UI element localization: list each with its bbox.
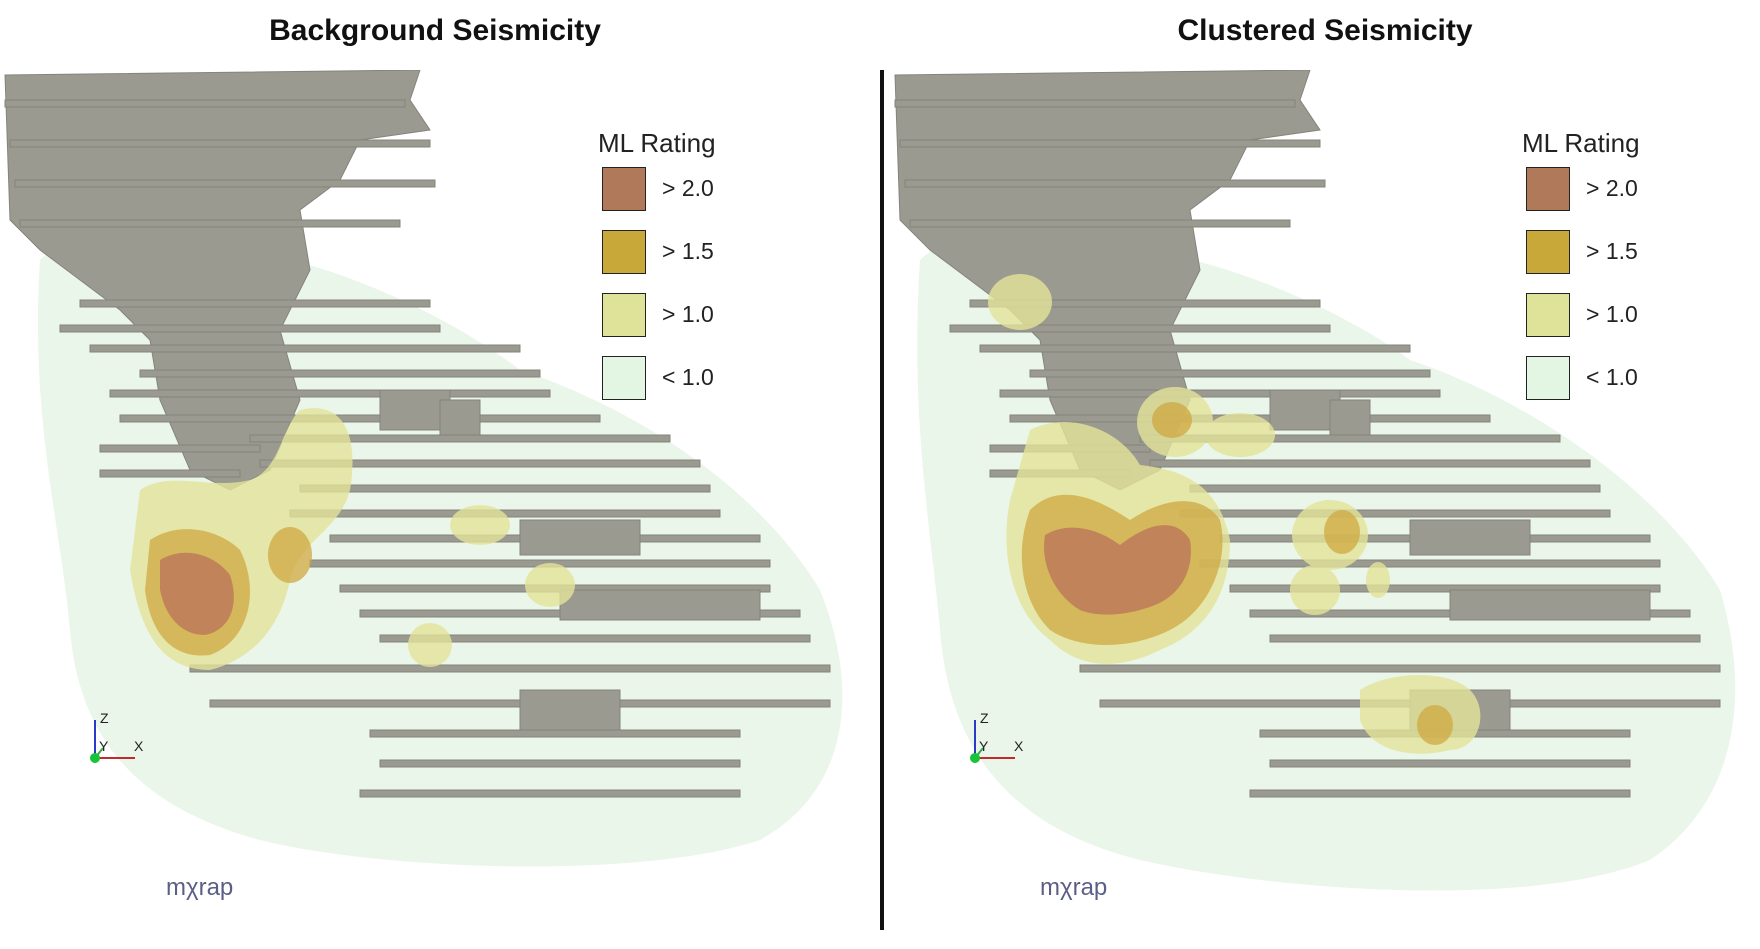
legend-swatch xyxy=(1526,230,1570,274)
rating-zone-top xyxy=(1044,525,1191,615)
legend-item: < 1.0 xyxy=(1514,356,1684,411)
legend: ML Rating > 2.0 > 1.5 > 1.0 < 1.0 xyxy=(590,128,760,411)
legend-swatch xyxy=(1526,167,1570,211)
legend-item: > 1.5 xyxy=(590,230,760,285)
panel-clustered-seismicity: Clustered Seismicity xyxy=(890,0,1760,949)
axis-y-label: Y xyxy=(979,738,989,754)
legend-item: > 1.5 xyxy=(1514,230,1684,285)
axis-x-label: X xyxy=(134,738,144,754)
rating-zone-top xyxy=(160,552,234,635)
legend-item: > 2.0 xyxy=(1514,167,1684,222)
legend-swatch xyxy=(602,356,646,400)
axis-triad: Z Y X xyxy=(90,710,144,763)
legend-item: > 1.0 xyxy=(1514,293,1684,348)
panel-title: Background Seismicity xyxy=(269,14,601,47)
panel-divider xyxy=(880,70,884,930)
legend-label: > 1.5 xyxy=(662,238,714,264)
legend-label: < 1.0 xyxy=(662,364,714,390)
legend-label: > 1.5 xyxy=(1586,238,1638,264)
axis-z-label: Z xyxy=(980,710,989,726)
legend-item: > 2.0 xyxy=(590,167,760,222)
legend: ML Rating > 2.0 > 1.5 > 1.0 < 1.0 xyxy=(1514,128,1684,411)
legend-label: > 2.0 xyxy=(662,175,714,201)
axis-x-label: X xyxy=(1014,738,1024,754)
mxrap-logo: mχrap xyxy=(166,874,234,901)
legend-label: < 1.0 xyxy=(1586,364,1638,390)
mine-3d-view: Z Y X xyxy=(4,70,843,867)
mine-3d-view: Z Y X xyxy=(894,70,1736,891)
panel-title: Clustered Seismicity xyxy=(1177,14,1473,47)
panel-background-seismicity: Background Seismicity xyxy=(0,0,870,949)
axis-z-label: Z xyxy=(100,710,109,726)
legend-item: < 1.0 xyxy=(590,356,760,411)
mxrap-logo: mχrap xyxy=(1040,874,1108,901)
legend-label: > 2.0 xyxy=(1586,175,1638,201)
legend-swatch xyxy=(602,167,646,211)
legend-label: > 1.0 xyxy=(662,301,714,327)
axis-triad: Z Y X xyxy=(970,710,1024,763)
legend-swatch xyxy=(602,293,646,337)
legend-label: > 1.0 xyxy=(1586,301,1638,327)
axis-y-label: Y xyxy=(99,738,109,754)
legend-swatch xyxy=(1526,293,1570,337)
legend-title: ML Rating xyxy=(1522,128,1640,158)
legend-swatch xyxy=(602,230,646,274)
legend-swatch xyxy=(1526,356,1570,400)
legend-title: ML Rating xyxy=(598,128,716,158)
legend-item: > 1.0 xyxy=(590,293,760,348)
